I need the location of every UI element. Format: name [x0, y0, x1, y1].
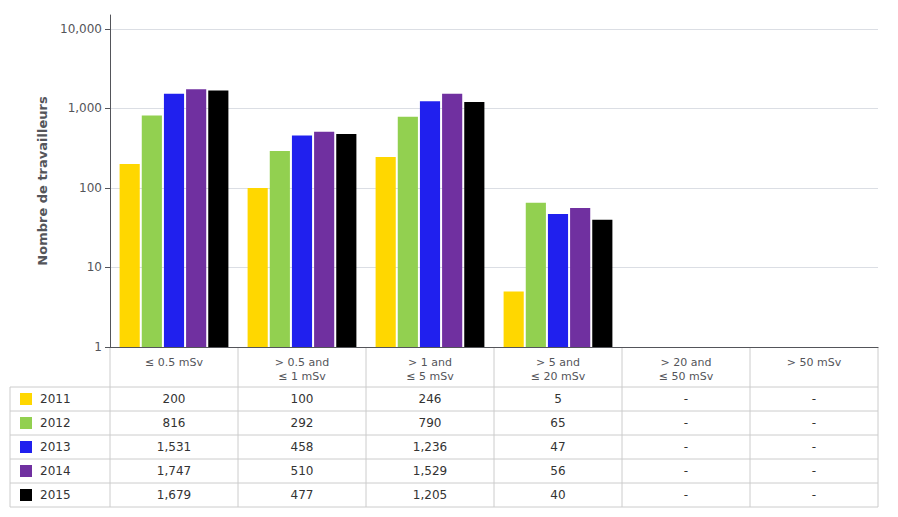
svg-text:65: 65	[550, 416, 565, 430]
svg-text:10,000: 10,000	[60, 22, 102, 36]
svg-text:≤ 0.5 mSv: ≤ 0.5 mSv	[145, 356, 203, 369]
svg-text:> 20 and: > 20 and	[661, 356, 712, 369]
svg-text:10: 10	[87, 260, 102, 274]
svg-text:-: -	[812, 440, 816, 454]
svg-text:56: 56	[550, 464, 565, 478]
svg-text:-: -	[684, 488, 688, 502]
svg-text:1,205: 1,205	[413, 488, 447, 502]
svg-text:100: 100	[291, 392, 314, 406]
svg-text:-: -	[684, 464, 688, 478]
svg-text:477: 477	[291, 488, 314, 502]
svg-text:246: 246	[419, 392, 442, 406]
svg-text:-: -	[684, 440, 688, 454]
svg-text:1,531: 1,531	[157, 440, 191, 454]
svg-text:≤ 20 mSv: ≤ 20 mSv	[531, 370, 586, 383]
svg-text:> 0.5 and: > 0.5 and	[275, 356, 329, 369]
svg-text:≤ 1 mSv: ≤ 1 mSv	[278, 370, 326, 383]
svg-text:> 5 and: > 5 and	[536, 356, 580, 369]
svg-text:≤ 50 mSv: ≤ 50 mSv	[659, 370, 714, 383]
svg-text:1,236: 1,236	[413, 440, 447, 454]
svg-text:-: -	[684, 416, 688, 430]
svg-text:510: 510	[291, 464, 314, 478]
svg-text:≤ 5 mSv: ≤ 5 mSv	[406, 370, 454, 383]
svg-text:5: 5	[554, 392, 562, 406]
svg-text:> 1 and: > 1 and	[408, 356, 452, 369]
svg-text:1,747: 1,747	[157, 464, 191, 478]
svg-text:2013: 2013	[40, 440, 71, 454]
svg-text:1,000: 1,000	[68, 101, 102, 115]
svg-text:2012: 2012	[40, 416, 71, 430]
svg-text:-: -	[812, 392, 816, 406]
svg-text:292: 292	[291, 416, 314, 430]
svg-text:-: -	[684, 392, 688, 406]
svg-text:2011: 2011	[40, 392, 71, 406]
svg-text:> 50 mSv: > 50 mSv	[787, 356, 842, 369]
svg-text:2015: 2015	[40, 488, 71, 502]
svg-text:2014: 2014	[40, 464, 71, 478]
svg-text:1: 1	[94, 340, 102, 354]
svg-text:816: 816	[163, 416, 186, 430]
svg-text:200: 200	[163, 392, 186, 406]
svg-text:-: -	[812, 464, 816, 478]
svg-text:40: 40	[550, 488, 565, 502]
svg-text:1,679: 1,679	[157, 488, 191, 502]
svg-text:-: -	[812, 488, 816, 502]
svg-text:1,529: 1,529	[413, 464, 447, 478]
svg-text:-: -	[812, 416, 816, 430]
svg-text:Nombre de travailleurs: Nombre de travailleurs	[35, 96, 50, 266]
svg-text:100: 100	[79, 181, 102, 195]
svg-text:458: 458	[291, 440, 314, 454]
svg-text:790: 790	[419, 416, 442, 430]
svg-text:47: 47	[550, 440, 565, 454]
